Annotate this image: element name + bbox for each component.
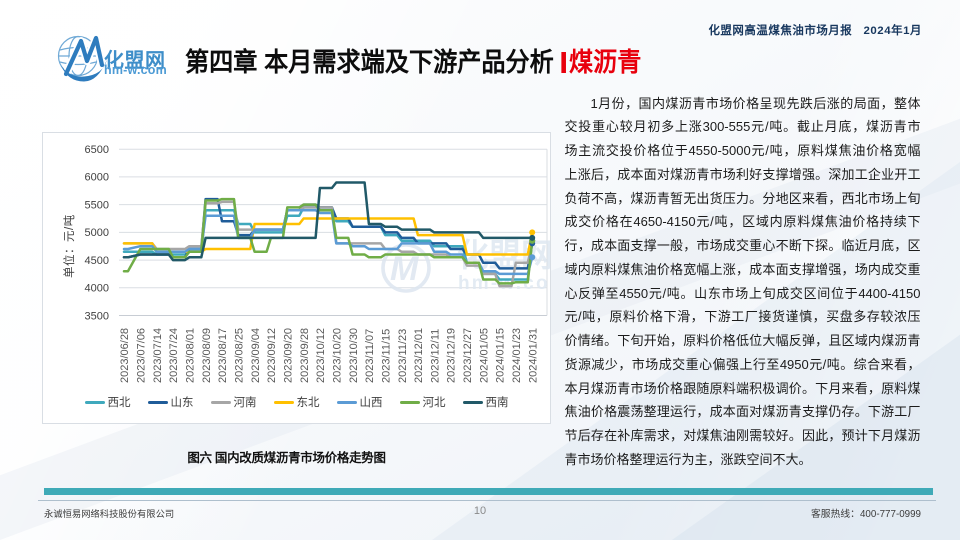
svg-text:2023/11/23: 2023/11/23 — [397, 329, 409, 383]
svg-text:2024/01/23: 2024/01/23 — [511, 328, 523, 383]
svg-text:2023/09/04: 2023/09/04 — [250, 328, 262, 383]
svg-text:M: M — [390, 250, 419, 288]
svg-text:2023/09/28: 2023/09/28 — [299, 328, 311, 383]
svg-text:2023/12/11: 2023/12/11 — [429, 329, 441, 383]
svg-text:6000: 6000 — [85, 172, 109, 184]
svg-text:5000: 5000 — [85, 227, 109, 239]
svg-text:2023/08/25: 2023/08/25 — [234, 328, 246, 383]
svg-text:2023/10/20: 2023/10/20 — [332, 328, 344, 383]
svg-text:2023/08/01: 2023/08/01 — [185, 328, 197, 383]
svg-text:5500: 5500 — [85, 199, 109, 211]
svg-text:2023/10/30: 2023/10/30 — [348, 328, 360, 383]
svg-text:2023/10/12: 2023/10/12 — [315, 328, 327, 383]
svg-text:2023/06/28: 2023/06/28 — [119, 328, 131, 383]
svg-text:2023/09/12: 2023/09/12 — [266, 328, 278, 383]
svg-text:2023/07/24: 2023/07/24 — [168, 328, 180, 383]
svg-text:2024/01/31: 2024/01/31 — [527, 328, 539, 383]
svg-text:2024/01/15: 2024/01/15 — [495, 328, 507, 383]
svg-text:4500: 4500 — [85, 255, 109, 267]
svg-text:2023/11/07: 2023/11/07 — [364, 329, 376, 383]
svg-text:2023/09/20: 2023/09/20 — [283, 328, 295, 383]
svg-text:单位：元/吨: 单位：元/吨 — [62, 214, 76, 278]
svg-text:6500: 6500 — [85, 144, 109, 156]
svg-text:4000: 4000 — [85, 283, 109, 295]
svg-text:2023/12/27: 2023/12/27 — [462, 328, 474, 383]
svg-text:3500: 3500 — [85, 310, 109, 322]
svg-text:2023/07/14: 2023/07/14 — [152, 328, 164, 383]
svg-text:2023/08/09: 2023/08/09 — [201, 328, 213, 383]
svg-text:2023/07/06: 2023/07/06 — [136, 328, 148, 383]
svg-text:2023/12/01: 2023/12/01 — [413, 328, 425, 383]
svg-text:2024/01/05: 2024/01/05 — [478, 328, 490, 383]
svg-text:2023/08/17: 2023/08/17 — [217, 328, 229, 383]
svg-text:2023/12/19: 2023/12/19 — [446, 328, 458, 383]
svg-text:2023/11/15: 2023/11/15 — [380, 329, 392, 383]
